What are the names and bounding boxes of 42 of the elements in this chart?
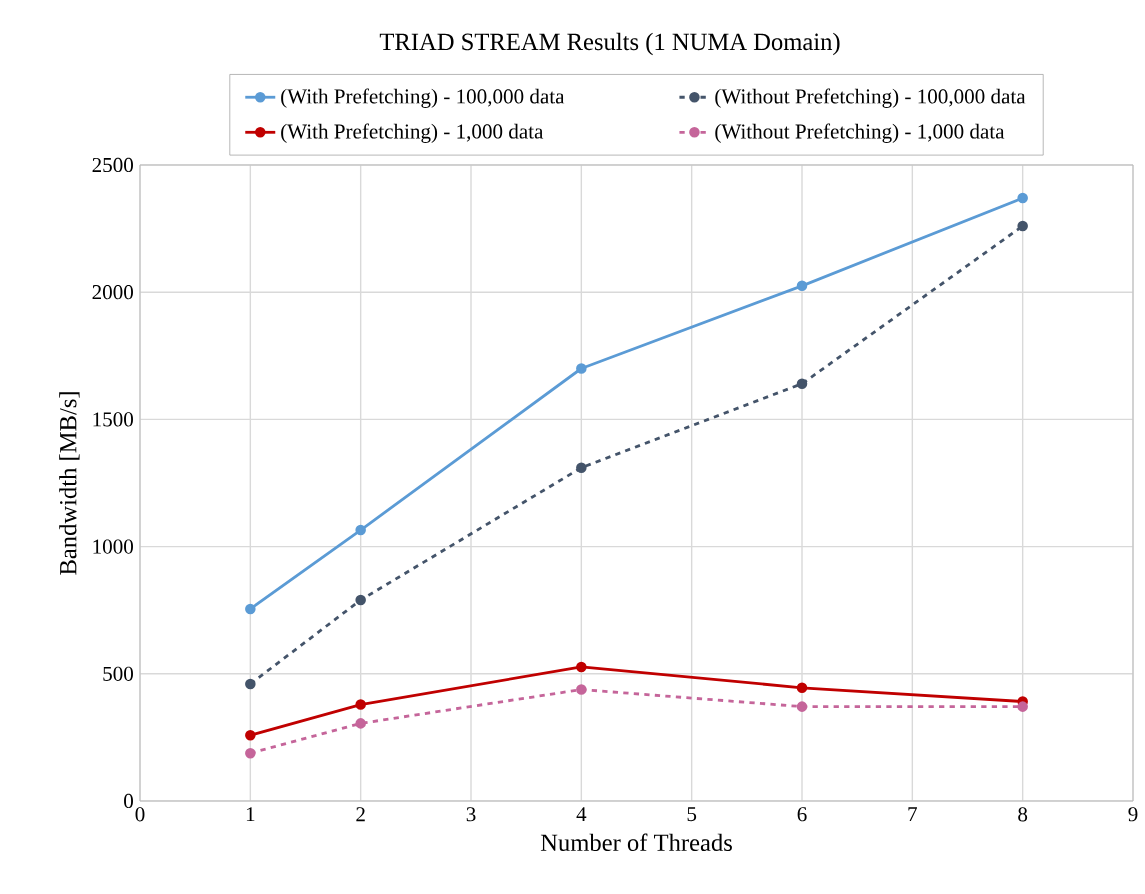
point <box>796 701 808 712</box>
y-axis-title: Bandwidth [MB/s] <box>59 392 80 575</box>
point <box>576 661 587 673</box>
x-tick-label: 1 <box>246 807 255 822</box>
y-tick-label: 1500 <box>93 412 133 427</box>
legend-label: (Without Prefetching) - 1,000 data <box>715 123 1005 143</box>
point <box>245 603 256 615</box>
legend-label: (With Prefetching) - 100,000 data <box>281 88 565 108</box>
point <box>245 678 256 690</box>
legend-label: (With Prefetching) - 1,000 data <box>281 123 544 143</box>
point <box>1017 192 1028 204</box>
y-tick-label: 1000 <box>93 539 133 554</box>
point <box>355 718 366 729</box>
y-tick-label: 2500 <box>92 157 133 173</box>
point <box>1017 701 1028 712</box>
point <box>796 280 808 292</box>
x-tick-label: 2 <box>356 807 365 822</box>
y-tick-label: 500 <box>103 666 133 681</box>
x-tick-label: 4 <box>576 807 587 822</box>
x-tick-label: 5 <box>687 807 697 822</box>
x-tick-label: 6 <box>797 807 807 822</box>
x-tick-label: 8 <box>1018 807 1028 822</box>
point <box>576 684 587 695</box>
point <box>1017 220 1028 232</box>
point <box>576 363 587 374</box>
legend-label: (Without Prefetching) - 100,000 data <box>715 88 1026 108</box>
x-axis-title: Number of Threads <box>540 833 732 852</box>
point <box>796 682 808 694</box>
point <box>245 730 256 741</box>
x-tick-label: 9 <box>1128 807 1138 822</box>
x-tick-label: 7 <box>908 807 917 821</box>
x-tick-label: 3 <box>466 807 476 822</box>
point <box>576 462 587 473</box>
x-tick-label: 0 <box>135 807 145 822</box>
y-tick-label: 0 <box>124 793 133 809</box>
point <box>245 747 256 759</box>
point <box>355 524 366 536</box>
point <box>355 594 366 606</box>
point <box>355 699 366 710</box>
chart-title: TRIAD STREAM Results (1 NUMA Domain) <box>379 32 840 56</box>
y-tick-label: 2000 <box>92 285 133 300</box>
point <box>796 378 808 390</box>
